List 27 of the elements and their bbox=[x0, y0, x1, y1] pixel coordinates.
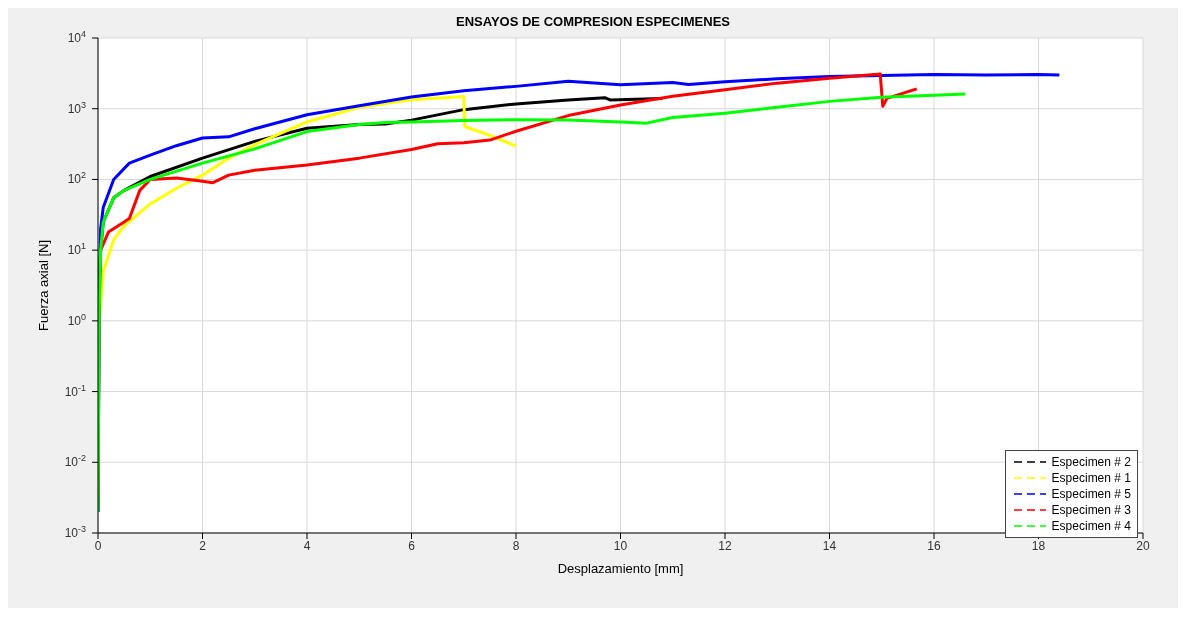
x-tick-label: 10 bbox=[613, 538, 628, 553]
x-tick-label: 18 bbox=[1031, 538, 1046, 553]
x-tick-label: 2 bbox=[199, 538, 207, 553]
x-tick-label: 8 bbox=[512, 538, 520, 553]
y-tick-label: 10$^{-1}$ bbox=[64, 382, 86, 399]
y-tick-label: 10$^{0}$ bbox=[67, 311, 86, 328]
x-tick-label: 14 bbox=[822, 538, 837, 553]
x-tick-label: 16 bbox=[927, 538, 941, 553]
y-axis-title: Fuerza axial [N] bbox=[35, 239, 51, 332]
x-tick-label: 20 bbox=[1136, 538, 1150, 553]
legend-label: Especimen # 2 bbox=[1051, 455, 1131, 469]
x-tick-label: 12 bbox=[718, 538, 732, 553]
y-tick-label: 10$^{1}$ bbox=[67, 241, 86, 258]
y-tick-label: 10$^{2}$ bbox=[67, 170, 86, 187]
y-tick-label: 10$^{4}$ bbox=[67, 29, 86, 45]
x-axis-title: Desplazamiento [mm] bbox=[557, 561, 684, 576]
x-tick-label: 0 bbox=[94, 538, 102, 553]
legend-label: Especimen # 1 bbox=[1051, 471, 1131, 485]
y-tick-label: 10$^{-2}$ bbox=[64, 453, 86, 470]
y-tick-label: 10$^{3}$ bbox=[67, 99, 86, 116]
x-tick-label: 4 bbox=[303, 538, 311, 553]
legend-label: Especimen # 4 bbox=[1051, 519, 1131, 533]
legend-label: Especimen # 5 bbox=[1051, 487, 1131, 501]
y-tick-label: 10$^{-3}$ bbox=[64, 524, 86, 540]
chart-title: ENSAYOS DE COMPRESION ESPECIMENES bbox=[455, 14, 731, 29]
x-tick-label: 6 bbox=[408, 538, 416, 553]
legend-label: Especimen # 3 bbox=[1051, 503, 1131, 517]
